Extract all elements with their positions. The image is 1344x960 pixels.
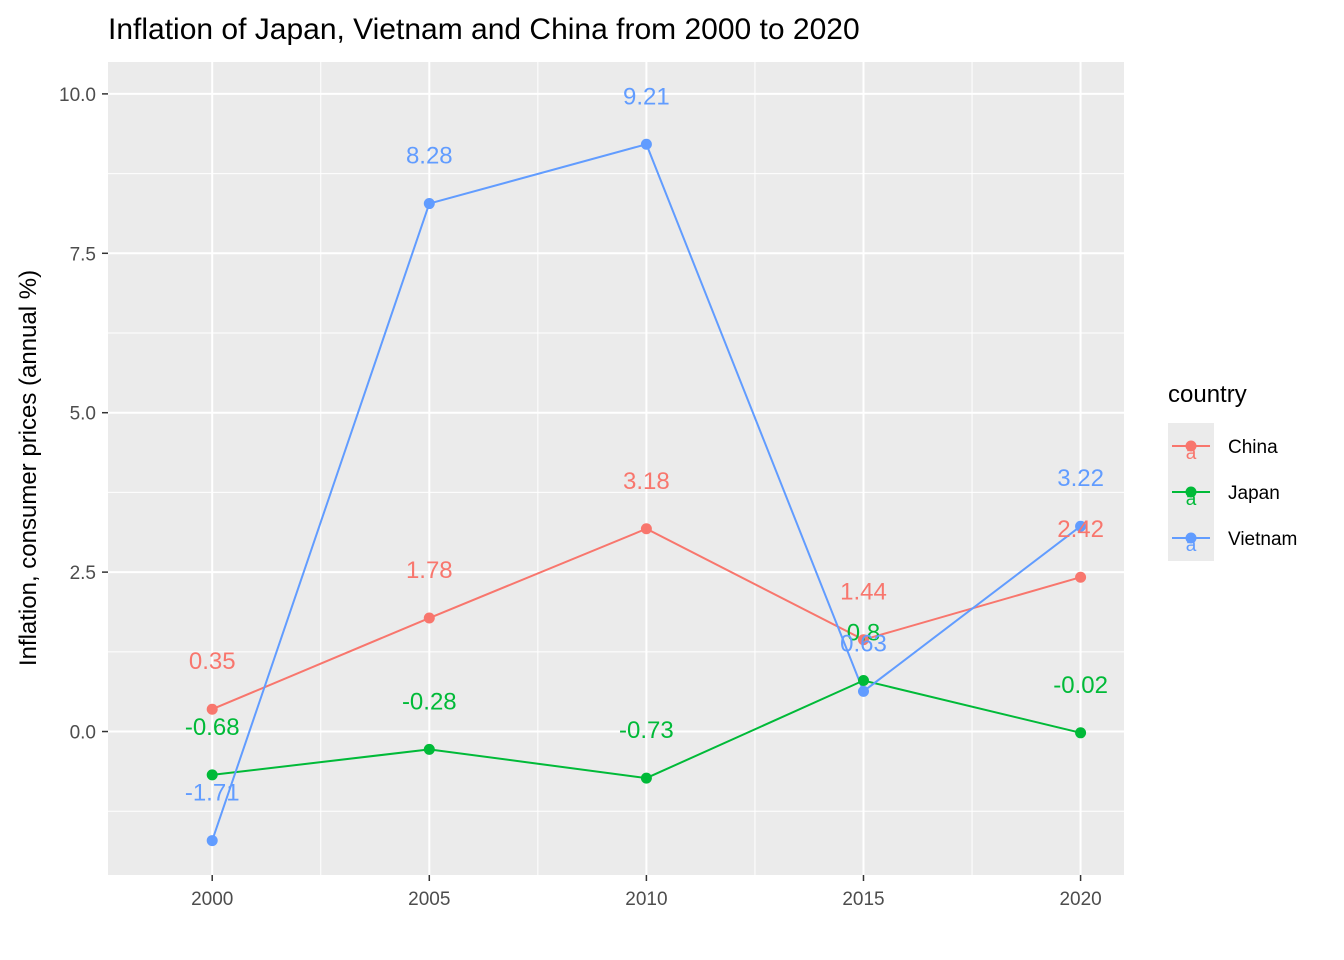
legend-title: country [1168,381,1247,408]
vietnam-data-label: 0.63 [840,630,887,657]
japan-point [857,675,869,687]
vietnam-legend-point [1185,532,1197,544]
china-legend-point [1185,440,1197,452]
china-point [640,523,652,535]
vietnam-legend-label: Vietnam [1228,529,1297,550]
y-tick-label: 5.0 [70,404,96,425]
vietnam-legend-text-glyph: a [1186,535,1197,556]
major-gridlines [108,62,1124,875]
japan-data-label: -0.02 [1053,672,1108,699]
vietnam-data-label: 9.21 [623,83,670,110]
china-point [206,703,218,715]
china-data-label: 1.78 [406,557,453,584]
japan-point [640,772,652,784]
y-tick-label: 10.0 [59,85,96,106]
japan-data-label: 0.8 [847,620,880,647]
vietnam-point [640,138,652,150]
china-point [1075,571,1087,583]
x-axis: 2000 2005 2010 2015 2020 [191,875,1102,910]
japan-data-label: -0.73 [619,717,674,744]
china-legend-label: China [1228,437,1278,458]
vietnam-point [1075,520,1087,532]
japan-data-label: -0.68 [185,714,240,741]
x-tick-label: 2010 [625,889,667,910]
vietnam-data-label: 8.28 [406,143,453,170]
y-tick-label: 7.5 [70,244,96,265]
china-point [857,634,869,646]
japan-point [1075,727,1087,739]
china-data-label: 1.44 [840,579,887,606]
vietnam-point [206,835,218,847]
japan-legend-text-glyph: a [1186,489,1197,510]
x-tick-label: 2000 [191,889,233,910]
legend: country a China a Japan a Vietnam [1168,381,1297,561]
japan-point [423,743,435,755]
x-tick-label: 2020 [1059,889,1101,910]
y-axis: 0.0 2.5 5.0 7.5 10.0 [59,85,108,744]
china-data-label: 3.18 [623,468,670,495]
series-points [206,138,1087,847]
vietnam-point [857,685,869,697]
vietnam-point [423,198,435,210]
x-tick-label: 2005 [408,889,450,910]
vietnam-data-label: -1.71 [185,780,240,807]
y-axis-title: Inflation, consumer prices (annual %) [15,270,42,666]
y-tick-label: 2.5 [70,563,96,584]
china-data-label: 2.42 [1057,516,1104,543]
vietnam-data-label: 3.22 [1057,465,1104,492]
minor-gridlines [108,62,1124,875]
plot-panel [108,62,1124,875]
china-data-label: 0.35 [189,648,236,675]
x-tick-label: 2015 [842,889,884,910]
china-point [423,612,435,624]
data-labels: 0.35 1.78 3.18 1.44 2.42 -0.68 -0.28 -0.73 0.8 -0… [185,83,1108,806]
japan-data-label: -0.28 [402,688,457,715]
japan-legend-point [1185,486,1197,498]
japan-point [206,769,218,781]
chart-title: Inflation of Japan, Vietnam and China fr… [108,13,860,46]
y-tick-label: 0.0 [70,723,96,744]
china-legend-text-glyph: a [1186,443,1197,464]
japan-legend-label: Japan [1228,483,1280,504]
